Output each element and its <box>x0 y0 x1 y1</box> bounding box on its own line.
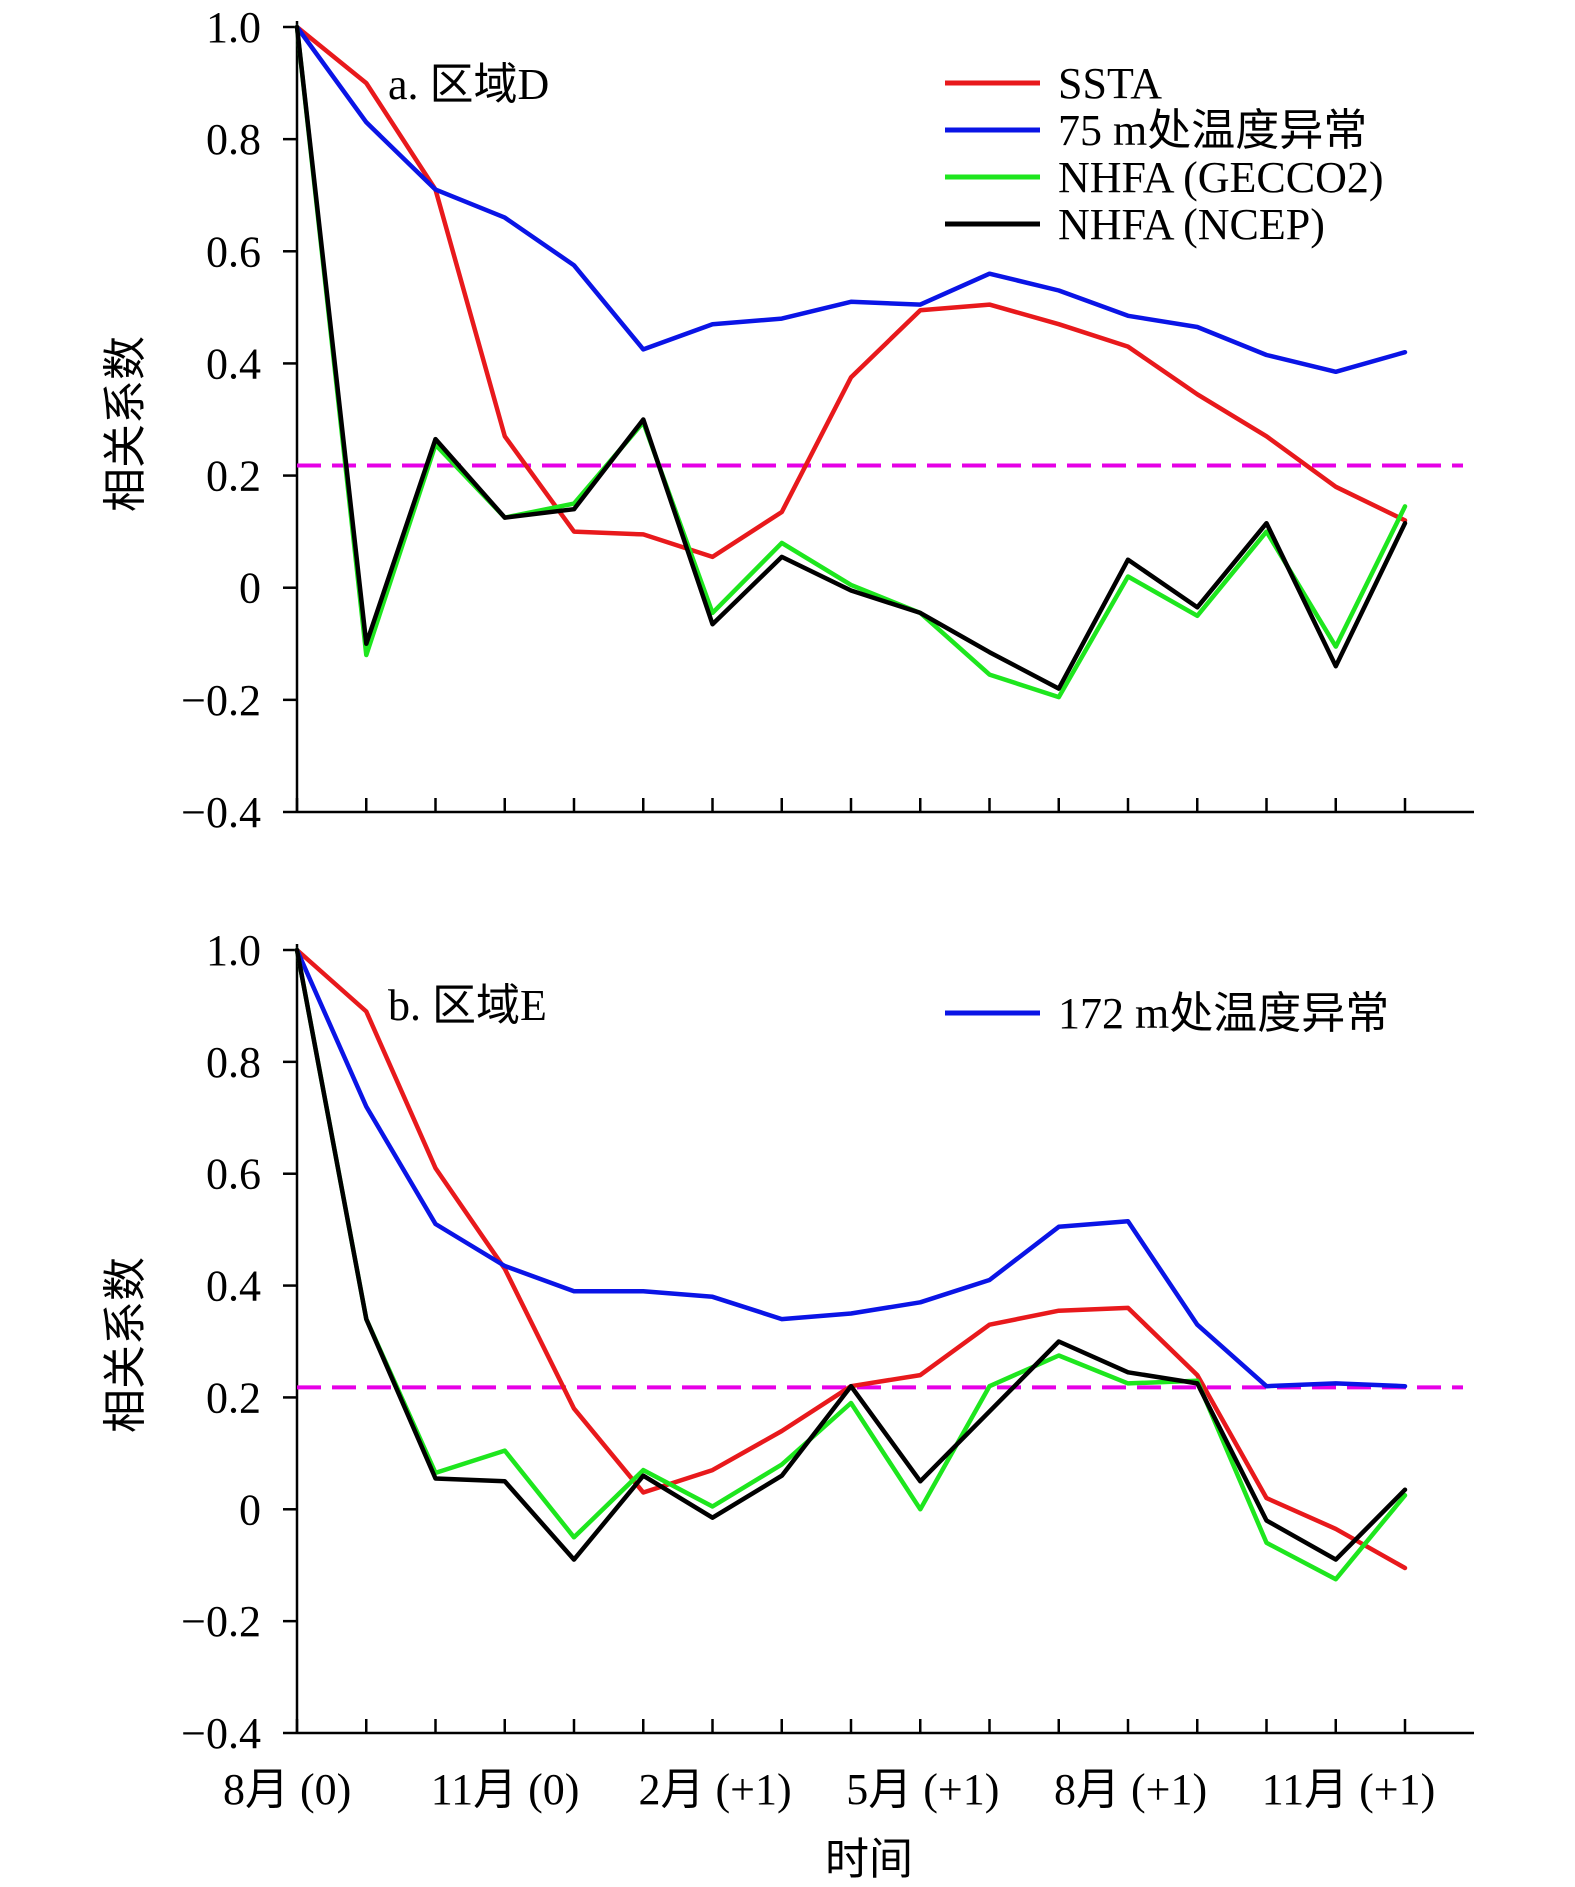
series-line <box>294 24 1408 691</box>
series-line <box>294 24 1408 375</box>
y-tick-label: 0.4 <box>206 1262 261 1311</box>
legend-label: SSTA <box>1058 59 1162 108</box>
series-line <box>294 24 1408 560</box>
legend-label: 172 m处温度异常 <box>1058 989 1389 1038</box>
y-tick-label: 0.6 <box>206 1150 261 1199</box>
legend-label: 75 m处温度异常 <box>1058 106 1367 155</box>
x-category-label: 8月 (0) <box>223 1765 351 1814</box>
x-category-label: 11月 (0) <box>431 1765 580 1814</box>
panel-a: a. 区域D 相关系数 −0.4 −0.2 0 0.2 0.4 0.6 0.8 1.0 SSTA… <box>101 3 1474 837</box>
y-tick-label: 0.4 <box>206 339 261 388</box>
y-tick-label: −0.4 <box>181 788 261 837</box>
series-line <box>294 947 1408 1582</box>
y-tick-label: −0.2 <box>181 1597 261 1646</box>
panel-b: b. 区域E 相关系数 −0.4 −0.2 0 0.2 0.4 0.6 0.8 1.0 172 … <box>101 926 1474 1758</box>
y-tick-label: 0.8 <box>206 1038 261 1087</box>
y-tick-label: −0.2 <box>181 676 261 725</box>
panel-label: a. 区域D <box>388 60 549 109</box>
y-tick-label: 0.6 <box>206 227 261 276</box>
y-tick-label: 0.8 <box>206 115 261 164</box>
x-axis-title: 时间 <box>825 1835 913 1884</box>
x-category-label: 8月 (+1) <box>1054 1765 1207 1814</box>
y-tick-label: 0.2 <box>206 452 261 501</box>
y-tick-label: 1.0 <box>206 3 261 52</box>
panel-label: b. 区域E <box>388 981 547 1030</box>
y-tick-label: 0.2 <box>206 1373 261 1422</box>
y-tick-label: 0 <box>239 1485 261 1534</box>
x-category-label: 5月 (+1) <box>846 1765 999 1814</box>
y-axis-title: 相关系数 <box>101 336 150 512</box>
y-axis-title: 相关系数 <box>101 1257 150 1433</box>
x-category-label: 2月 (+1) <box>639 1765 792 1814</box>
series-line <box>294 947 1408 1562</box>
legend-label: NHFA (NCEP) <box>1058 200 1325 249</box>
legend-label: NHFA (GECCO2) <box>1058 153 1384 202</box>
x-category-label: 11月 (+1) <box>1262 1765 1436 1814</box>
y-tick-label: 0 <box>239 564 261 613</box>
y-tick-label: −0.4 <box>181 1709 261 1758</box>
series-line <box>294 947 1408 1389</box>
y-tick-label: 1.0 <box>206 926 261 975</box>
